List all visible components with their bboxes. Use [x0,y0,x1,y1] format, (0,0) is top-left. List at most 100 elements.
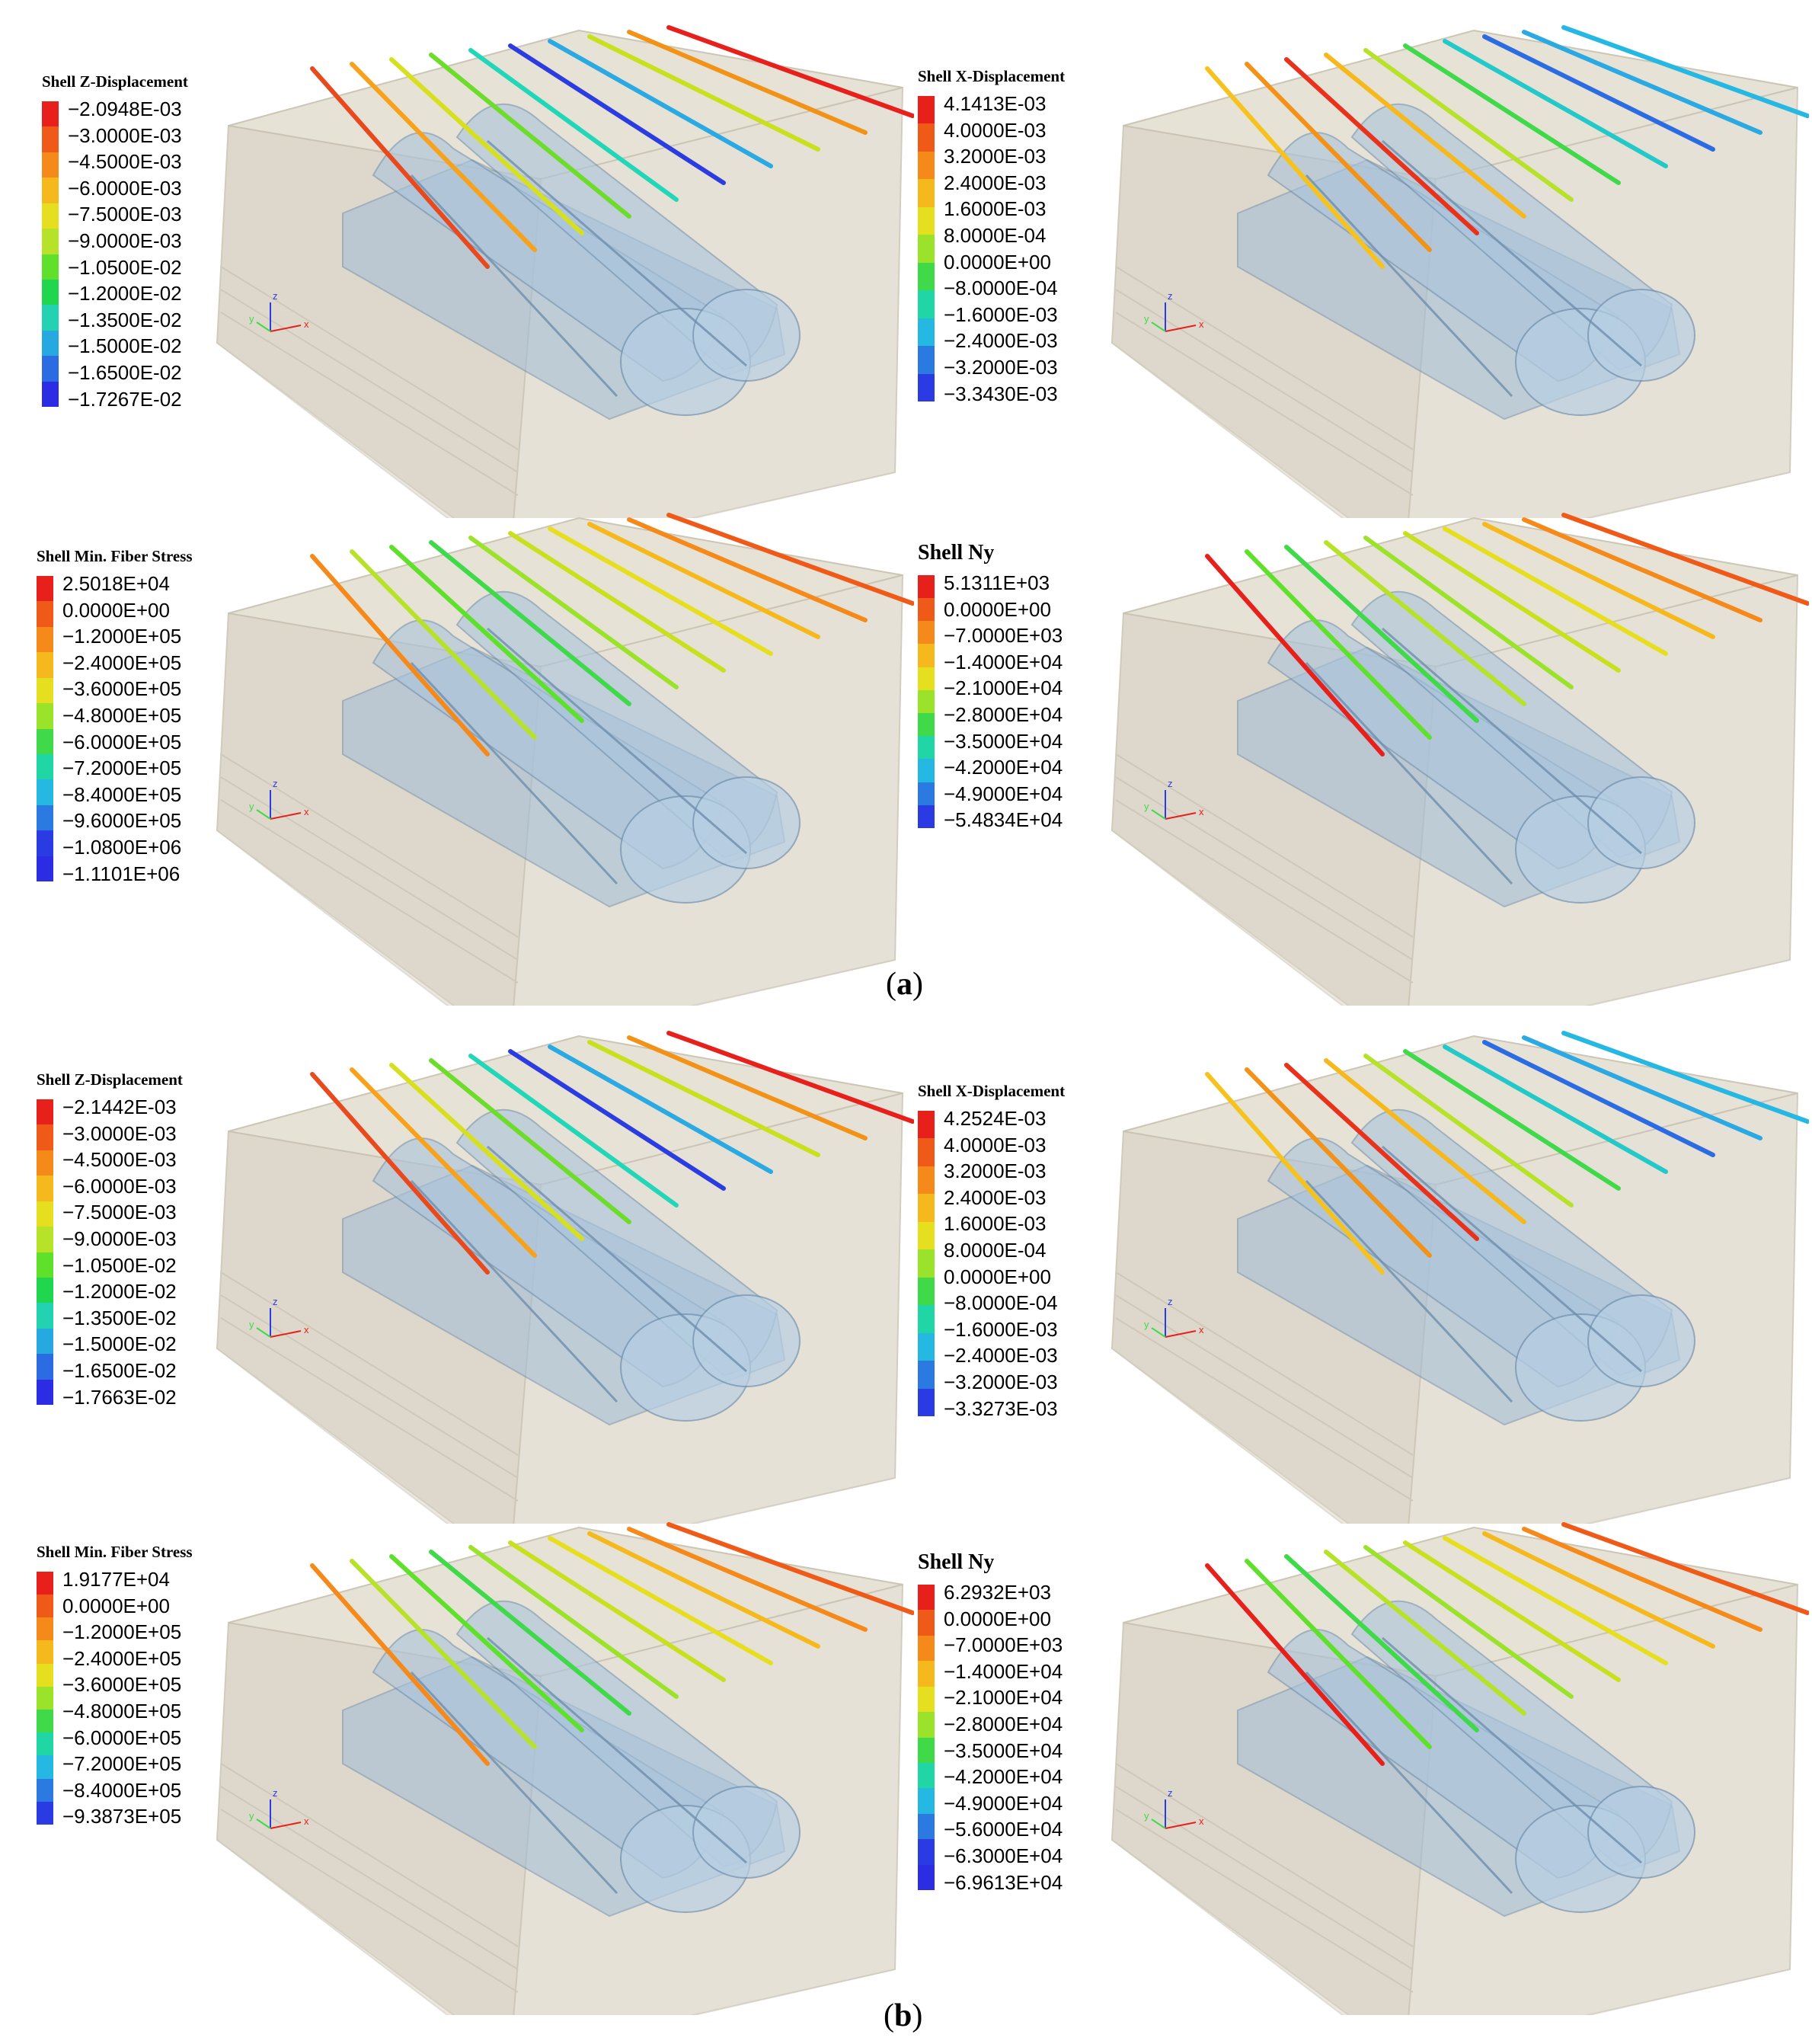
legend-tick-label: 8.0000E-04 [944,1238,1047,1262]
axis-x-label: x [1199,1324,1204,1335]
legend-title: Shell X-Displacement [918,1082,1066,1100]
axis-x-label: x [1199,1815,1204,1827]
legend-tick-label: −1.6000E-03 [944,302,1058,326]
shell-rod [508,1540,726,1682]
model-panel-b4: z x y [910,1512,1809,2015]
legend-title: Shell Z-Displacement [42,72,188,91]
soil-layer-line [1115,1272,1414,1456]
legend-tick-label: −3.2000E-03 [944,1370,1058,1393]
axis-x-line [270,1822,302,1829]
legend-color-swatch [37,1328,53,1355]
legend-tick-label: −4.9000E+04 [944,782,1063,805]
legend-tick-label: −8.0000E-04 [944,277,1058,300]
shell-rod [1482,1040,1715,1157]
shell-rod [389,545,584,723]
legend-color-swatch [918,1277,935,1306]
model-panel-b2: z x y [910,1021,1809,1524]
caption-b-letter: b [894,1998,912,2033]
legend-color-swatch [918,1584,935,1611]
legend-color-swatch [918,621,935,645]
legend-color-swatch [42,203,59,229]
legend-tick-label: −8.0000E-04 [944,1291,1058,1315]
legend-color-swatch [918,318,935,347]
shell-rod [389,57,584,235]
legend-tick-label: −6.0000E-03 [62,1174,177,1198]
shell-rod [1443,39,1668,168]
color-legend: Shell Ny 5.1311E+03 0.0000E+00 −7.0000E+03−… [918,541,1169,833]
axis-y-label: y [249,1319,254,1330]
legend-tick-label: −2.4000E+05 [62,651,182,674]
legend-color-swatch [42,126,59,152]
shell-rod [1363,1054,1574,1208]
legend-tick-label: −1.5000E-02 [68,334,182,358]
legend-color-swatch [918,262,935,291]
legend-color-swatch [37,703,53,729]
shell-rod [1482,522,1715,639]
axis-z-label: z [273,1296,278,1307]
axis-z-label: z [1168,1787,1173,1799]
legend-tick-label: −3.6000E+05 [62,1673,182,1697]
legend-tick-label: −9.3873E+05 [62,1805,182,1828]
tunnel-end-face-right [692,289,801,382]
soil-layer-line [220,1317,519,1502]
legend-tick-label: −4.2000E+04 [944,756,1063,779]
tunnel-wall-line [410,1671,618,1895]
legend-tick-label: −4.2000E+04 [944,1765,1063,1789]
color-legend: Shell Z-Displacement −2.0948E-03 −3.0000E-… [42,72,293,412]
legend-tick-label: −6.9613E+04 [944,1870,1063,1894]
soil-layer-line [1115,753,1414,938]
soil-layer-line [1115,1809,1414,1993]
legend-tick-label: 2.5018E+04 [62,572,170,595]
legend-tick-label: −7.2000E+05 [62,1752,182,1776]
shell-rod [1284,1063,1479,1241]
legend-color-swatch [37,677,53,704]
legend-tick-label: −1.4000E+04 [944,650,1063,673]
model-panel-a4: z x y [910,503,1809,1006]
legend-tick-label: −9.0000E-03 [68,229,182,252]
axis-z-label: z [273,290,278,302]
shell-rod [1245,1559,1432,1749]
axis-z-label: z [273,778,278,789]
shell-rod [1443,526,1668,656]
legend-tick-label: −1.0800E+06 [62,835,182,859]
shell-rod [1561,25,1809,118]
axis-x-line [270,325,302,332]
legend-color-swatch [37,804,53,831]
tunnel-wall-line [487,627,747,855]
legend-color-swatch [918,95,935,124]
shell-rod [350,1067,537,1258]
axis-y-label: y [1144,313,1149,325]
soil-layer-line [1115,1317,1414,1502]
axis-x-label: x [1199,806,1204,817]
legend-tick-label: 1.9177E+04 [62,1568,170,1591]
shell-rod [1443,1536,1668,1665]
legend-color-swatch [42,330,59,357]
legend-color-swatch [918,206,935,235]
caption-a-letter: a [896,967,912,1002]
legend-tick-label: 0.0000E+00 [62,1594,170,1617]
legend-tick-label: −5.4834E+04 [944,808,1063,832]
legend-tick-label: −1.3500E-02 [68,308,182,331]
legend-color-swatch [37,1277,53,1303]
legend-tick-label: −2.1442E-03 [62,1096,177,1118]
model-scene: z x y [1111,1522,1809,2015]
legend-color-bar [42,101,59,408]
shell-rod [429,53,631,219]
axis-x-label: x [304,1815,309,1827]
legend-title: Shell Min. Fiber Stress [37,1543,193,1561]
axis-y-label: y [249,1810,254,1822]
legend-tick-label: 6.2932E+03 [944,1581,1051,1604]
shell-rod [1205,554,1385,757]
legend-color-swatch [918,1635,935,1662]
legend-color-swatch [37,753,53,780]
shell-rod [1522,1035,1762,1140]
shell-rod [1324,53,1526,219]
tunnel-end-face-right [1587,776,1695,869]
legend-tick-label: −7.0000E+03 [944,1633,1063,1657]
shell-rod [627,517,868,622]
legend-tick-label: 4.0000E-03 [944,118,1047,142]
legend-tick-label: −3.0000E-03 [62,1121,177,1145]
legend-color-swatch [918,1864,935,1891]
shell-rod [548,526,773,656]
axis-y-line [256,809,271,820]
